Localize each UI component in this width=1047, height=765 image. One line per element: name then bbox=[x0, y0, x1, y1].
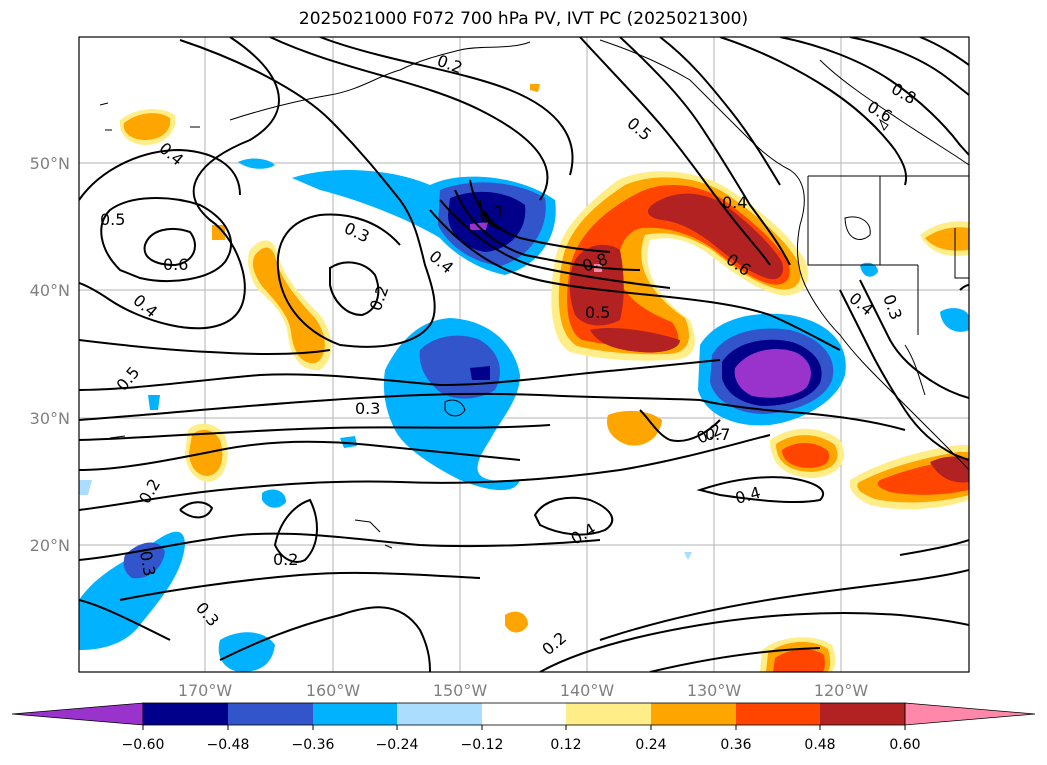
colorbar-extend-left bbox=[11, 702, 144, 726]
colorbar-frame bbox=[142, 702, 906, 726]
contour-label: 0.7 bbox=[705, 425, 730, 444]
lon-label: 120°W bbox=[814, 681, 869, 700]
colorbar-segment bbox=[820, 703, 905, 725]
positive-pv-anomalies bbox=[119, 84, 969, 672]
colorbar-segment bbox=[566, 703, 651, 725]
contour-label: 0.2 bbox=[538, 628, 570, 659]
colorbar-segment bbox=[228, 703, 313, 725]
colorbar-tick-label: −0.12 bbox=[461, 737, 504, 753]
colorbar-segment bbox=[482, 703, 566, 725]
colorbar-tick-label: 0.12 bbox=[550, 737, 581, 753]
negative-pv-anomalies bbox=[79, 158, 969, 672]
lon-label: 140°W bbox=[560, 681, 615, 700]
colorbar-segment bbox=[397, 703, 482, 725]
colorbar-tick-label: 0.36 bbox=[720, 737, 751, 753]
colorbar-extend-right bbox=[904, 702, 1036, 726]
contour-label: 0.4 bbox=[568, 519, 600, 548]
contour-label: 0.3 bbox=[879, 292, 906, 322]
contour-label: 0.5 bbox=[100, 210, 125, 229]
colorbar-tick-label: −0.24 bbox=[376, 737, 419, 753]
contour-label: 0.2 bbox=[366, 283, 393, 313]
contour-label: 0.4 bbox=[733, 483, 763, 508]
colorbar: −0.60 −0.48 −0.36 −0.24 −0.12 0.12 0.24 … bbox=[11, 702, 1036, 753]
map-title: 2025021000 F072 700 hPa PV, IVT PC (2025… bbox=[298, 9, 749, 29]
colorbar-segment bbox=[736, 703, 820, 725]
lon-label: 150°W bbox=[433, 681, 488, 700]
contour-label: 0.2 bbox=[135, 475, 164, 507]
colorbar-segment bbox=[651, 703, 736, 725]
contour-label: 0.8 bbox=[888, 79, 920, 108]
contour-label: 0.4 bbox=[845, 289, 877, 320]
contour-label: 0.4 bbox=[155, 139, 187, 170]
contour-label: 0.4 bbox=[425, 247, 457, 278]
colorbar-tick-label: −0.48 bbox=[207, 737, 250, 753]
lat-label: 40°N bbox=[30, 281, 70, 300]
colorbar-tick-label: −0.60 bbox=[122, 737, 165, 753]
plot-frame bbox=[78, 36, 970, 673]
contour-label: 0.4 bbox=[722, 193, 747, 212]
contour-label: 0.3 bbox=[136, 549, 159, 577]
colorbar-tick-label: 0.24 bbox=[635, 737, 666, 753]
contour-label: 0.2 bbox=[273, 550, 298, 569]
coastlines bbox=[99, 39, 969, 549]
lon-label: 160°W bbox=[306, 681, 361, 700]
contour-label: 0.5 bbox=[623, 114, 655, 145]
contour-label: 0.3 bbox=[192, 598, 223, 630]
contour-label: 0.6 bbox=[163, 255, 188, 274]
lat-label: 30°N bbox=[30, 409, 70, 428]
colorbar-segment bbox=[143, 703, 228, 725]
latitude-labels: 50°N 40°N 30°N 20°N bbox=[30, 154, 70, 555]
contour-label: 0.5 bbox=[585, 303, 610, 322]
lat-label: 20°N bbox=[30, 536, 70, 555]
lon-label: 170°W bbox=[178, 681, 233, 700]
lat-label: 50°N bbox=[30, 154, 70, 173]
longitude-labels: 170°W 160°W 150°W 140°W 130°W 120°W bbox=[178, 681, 869, 700]
contour-label: 0.3 bbox=[355, 399, 380, 418]
colorbar-tick-label: −0.36 bbox=[292, 737, 335, 753]
colorbar-tick-label: 0.48 bbox=[804, 737, 835, 753]
lon-label: 130°W bbox=[687, 681, 742, 700]
contour-label: 0.4 bbox=[129, 291, 161, 322]
pv-contours bbox=[79, 37, 969, 672]
contour-label: 0.5 bbox=[113, 363, 144, 395]
colorbar-segment bbox=[313, 703, 397, 725]
colorbar-tick-label: 0.60 bbox=[889, 737, 920, 753]
